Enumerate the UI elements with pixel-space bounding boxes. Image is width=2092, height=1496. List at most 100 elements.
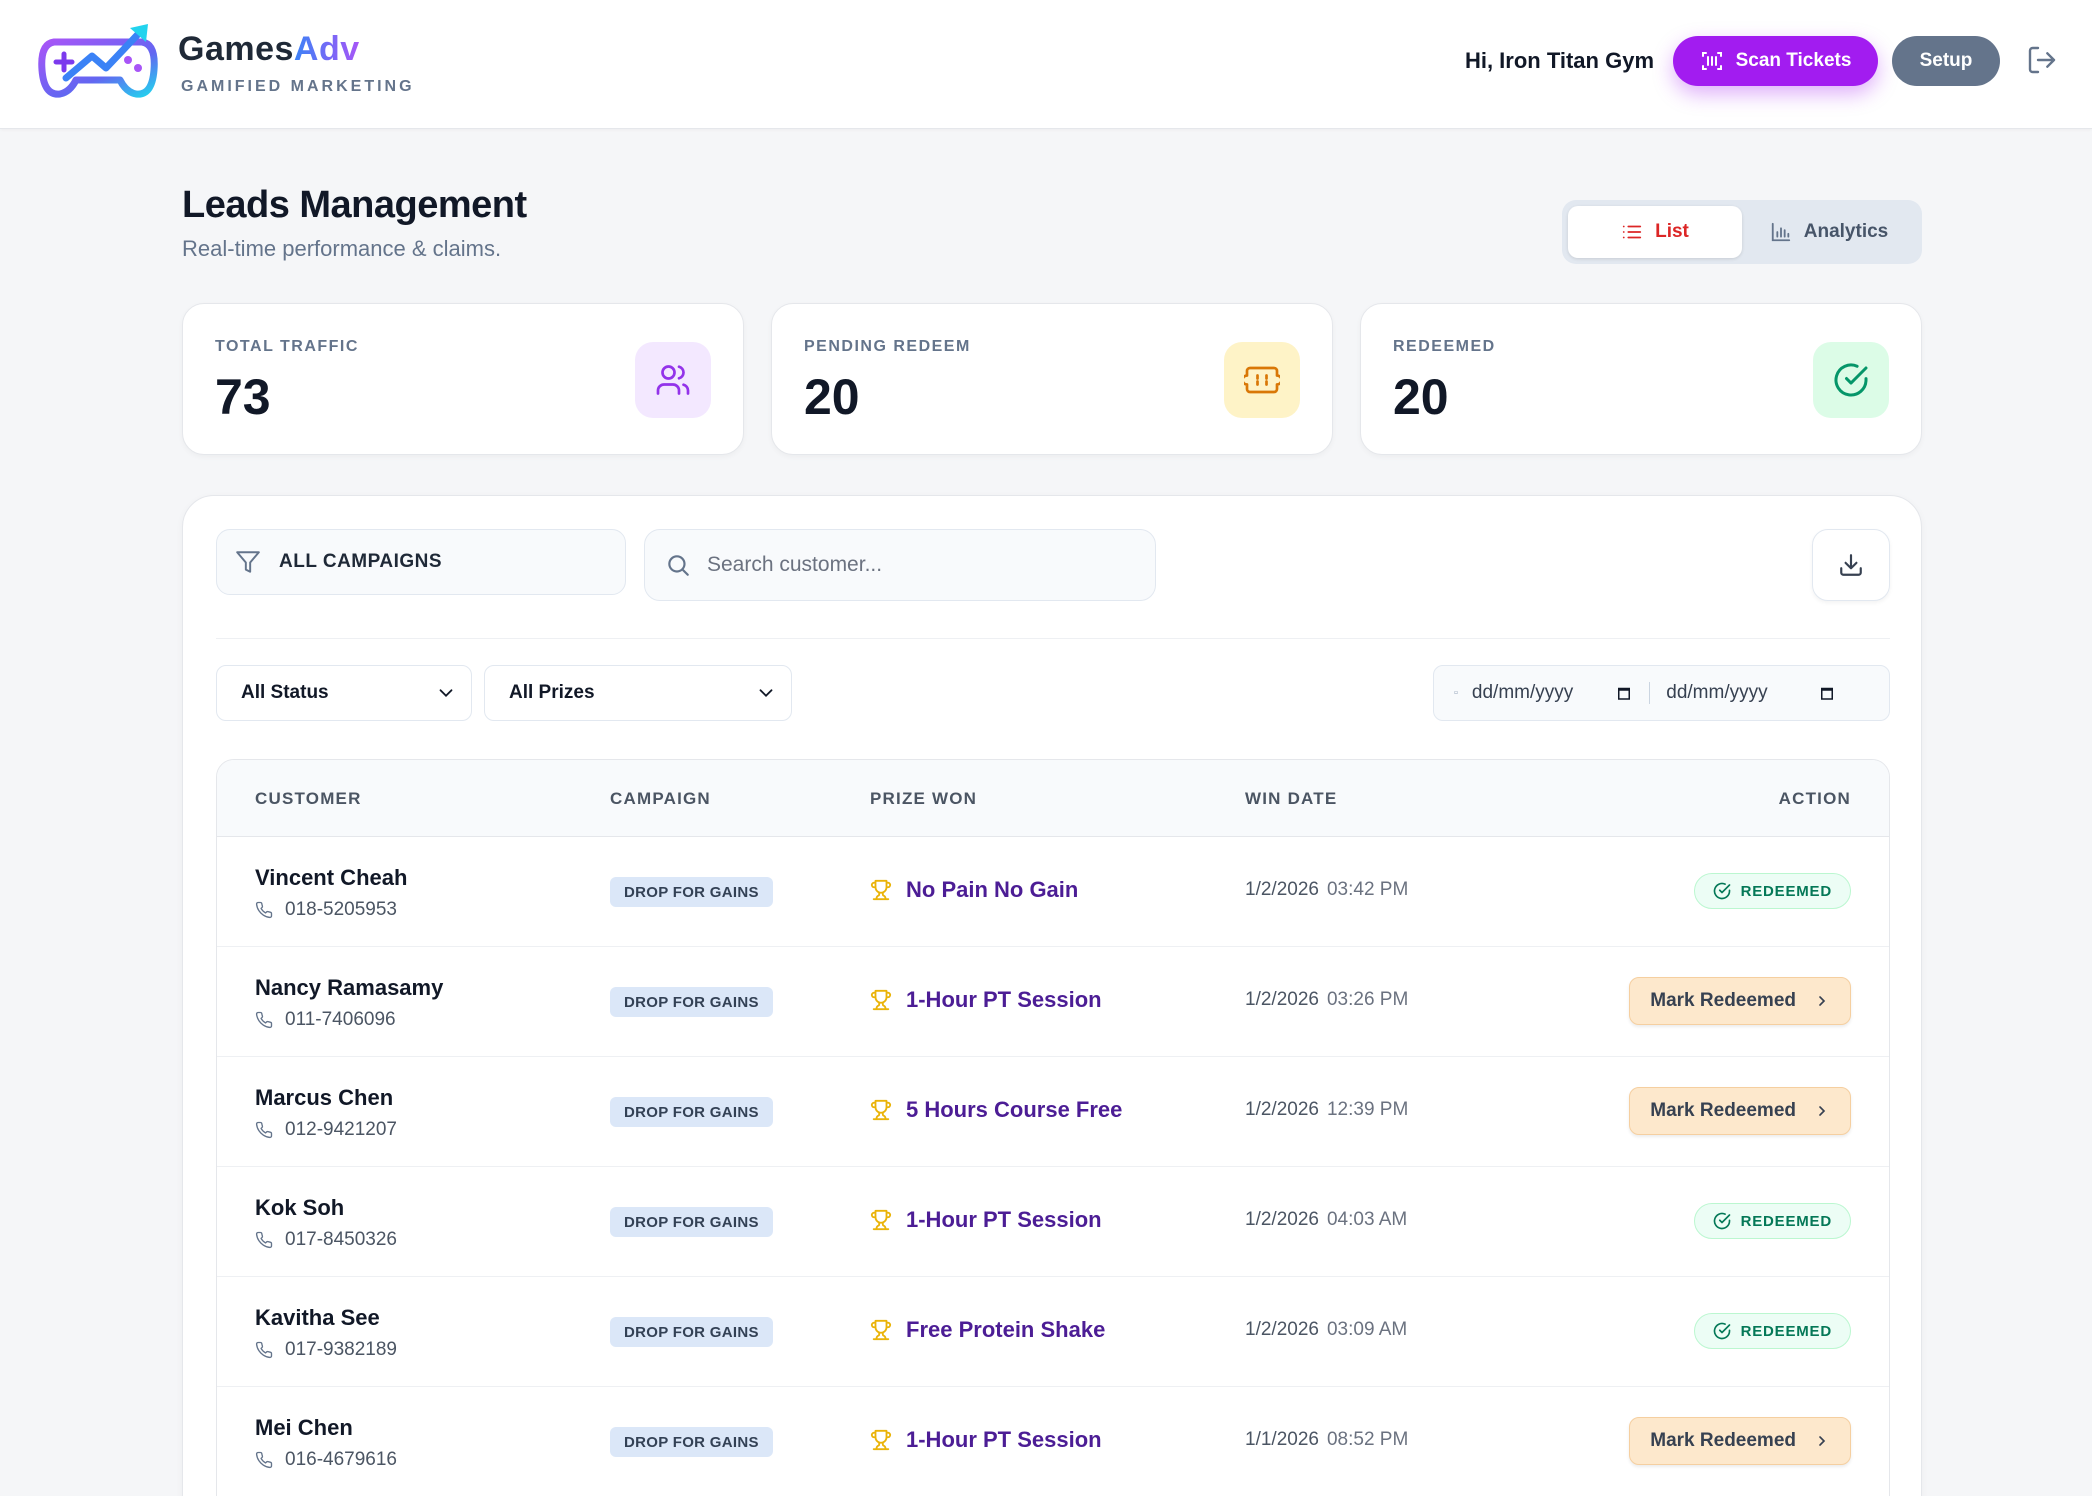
col-action: ACTION [1778, 789, 1851, 808]
col-win-date: WIN DATE [1245, 789, 1338, 808]
ticket-icon [1224, 342, 1300, 418]
download-button[interactable] [1812, 529, 1890, 601]
leads-table: CUSTOMER CAMPAIGN PRIZE WON WIN DATE ACT… [216, 759, 1890, 1496]
mark-redeemed-button[interactable]: Mark Redeemed [1629, 1417, 1851, 1465]
status-select[interactable]: All Status [216, 665, 472, 721]
table-header: CUSTOMER CAMPAIGN PRIZE WON WIN DATE ACT… [217, 760, 1889, 837]
table-row-4: Kok Soh 017-8450326 DROP FOR GAINS 1-Hou… [217, 1167, 1889, 1277]
col-prize: PRIZE WON [870, 789, 978, 808]
prize-won: 1-Hour PT Session [870, 1207, 1102, 1233]
customer-phone: 018-5205953 [255, 899, 397, 921]
check-circle-icon [1713, 882, 1730, 900]
barcode-scan-icon [1701, 52, 1722, 70]
campaign-badge: DROP FOR GAINS [610, 877, 773, 907]
campaign-badge: DROP FOR GAINS [610, 1427, 773, 1457]
customer-phone: 017-8450326 [255, 1229, 397, 1251]
stat-value: 20 [1393, 369, 1449, 425]
win-date: 1/2/2026 03:09 AM [1245, 1319, 1408, 1340]
redeemed-badge: REDEEMED [1693, 1313, 1851, 1349]
phone-icon [255, 1341, 273, 1359]
date-to-input[interactable]: dd/mm/yyyy [1666, 682, 1835, 704]
stat-card-total-traffic: TOTAL TRAFFIC 73 [182, 303, 744, 455]
campaign-badge: DROP FOR GAINS [610, 1317, 773, 1347]
mark-redeemed-button[interactable]: Mark Redeemed [1629, 977, 1851, 1025]
search-icon [668, 555, 689, 576]
stat-card-redeemed: REDEEMED 20 [1360, 303, 1922, 455]
table-row-6: Mei Chen 016-4679616 DROP FOR GAINS 1-Ho… [217, 1387, 1889, 1496]
campaign-badge: DROP FOR GAINS [610, 1207, 773, 1237]
table-row-1: Vincent Cheah 018-5205953 DROP FOR GAINS… [217, 837, 1889, 947]
customer-name: Kavitha See [255, 1305, 380, 1330]
table-row-5: Kavitha See 017-9382189 DROP FOR GAINS F… [217, 1277, 1889, 1387]
calendar-icon [1618, 687, 1631, 700]
customer-phone: 017-9382189 [255, 1339, 397, 1361]
prize-won: 1-Hour PT Session [870, 987, 1102, 1013]
prize-won: Free Protein Shake [870, 1317, 1105, 1343]
download-icon [1840, 554, 1862, 576]
customer-name: Kok Soh [255, 1195, 345, 1220]
prize-won: No Pain No Gain [870, 877, 1078, 903]
brand-tagline: GAMIFIED MARKETING [181, 78, 415, 95]
chevron-down-icon [439, 689, 453, 698]
win-date: 1/2/2026 03:42 PM [1245, 879, 1409, 900]
campaign-badge: DROP FOR GAINS [610, 1097, 773, 1127]
prize-select[interactable]: All Prizes [484, 665, 792, 721]
campaign-badge: DROP FOR GAINS [610, 987, 773, 1017]
page-title: Leads Management [182, 184, 527, 226]
win-date: 1/2/2026 04:03 AM [1245, 1209, 1408, 1230]
chevron-right-icon [1819, 1106, 1826, 1116]
user-greeting: Hi, Iron Titan Gym [1464, 48, 1654, 73]
table-body: Vincent Cheah 018-5205953 DROP FOR GAINS… [217, 837, 1889, 1496]
phone-icon [255, 901, 273, 919]
chevron-right-icon [1819, 996, 1826, 1006]
search-input[interactable] [707, 553, 1127, 577]
win-date: 1/2/2026 12:39 PM [1245, 1099, 1409, 1120]
check-circle-icon [1713, 1322, 1730, 1340]
col-campaign: CAMPAIGN [610, 789, 711, 808]
stat-label: PENDING REDEEM [804, 338, 971, 355]
logout-icon[interactable] [2026, 44, 2058, 76]
users-icon [635, 342, 711, 418]
brand-name: GamesAdv [178, 30, 360, 68]
chevron-down-icon [759, 689, 773, 698]
trophy-icon [870, 879, 892, 901]
customer-phone: 011-7406096 [255, 1009, 396, 1031]
tab-analytics[interactable]: Analytics [1742, 206, 1916, 258]
prize-won: 5 Hours Course Free [870, 1097, 1122, 1123]
table-row-2: Nancy Ramasamy 011-7406096 DROP FOR GAIN… [217, 947, 1889, 1057]
check-circle-icon [1813, 342, 1889, 418]
search-box [644, 529, 1156, 601]
chevron-right-icon [1819, 1436, 1826, 1446]
date-separator [1649, 682, 1651, 704]
phone-icon [255, 1231, 273, 1249]
date-range: ▫ dd/mm/yyyy dd/mm/yyyy [1433, 665, 1890, 721]
stat-card-pending-redeem: PENDING REDEEM 20 [771, 303, 1333, 455]
redeemed-badge: REDEEMED [1693, 1203, 1851, 1239]
phone-icon [255, 1121, 273, 1139]
table-row-3: Marcus Chen 012-9421207 DROP FOR GAINS 5… [217, 1057, 1889, 1167]
page-subtitle: Real-time performance & claims. [182, 236, 502, 261]
scan-tickets-button[interactable]: Scan Tickets [1673, 36, 1878, 86]
view-toggle: List Analytics [1562, 200, 1922, 264]
mark-redeemed-button[interactable]: Mark Redeemed [1629, 1087, 1851, 1135]
customer-name: Marcus Chen [255, 1085, 394, 1110]
divider [216, 638, 1890, 639]
calendar-small-icon: ▫ [1454, 687, 1458, 699]
date-from-input[interactable]: ▫ dd/mm/yyyy [1454, 682, 1633, 704]
gamepad-logo-icon [38, 24, 158, 98]
setup-button[interactable]: Setup [1892, 36, 2000, 86]
tab-list[interactable]: List [1568, 206, 1742, 258]
stat-value: 20 [804, 369, 860, 425]
phone-icon [255, 1451, 273, 1469]
trophy-icon [870, 989, 892, 1011]
customer-name: Nancy Ramasamy [255, 975, 444, 1000]
list-icon [1622, 225, 1642, 239]
customer-phone: 016-4679616 [255, 1449, 397, 1471]
trophy-icon [870, 1099, 892, 1121]
top-bar: GamesAdv GAMIFIED MARKETING Hi, Iron Tit… [0, 0, 2092, 129]
campaign-filter[interactable]: ALL CAMPAIGNS [216, 529, 626, 595]
col-customer: CUSTOMER [255, 789, 362, 808]
stat-value: 73 [215, 369, 271, 425]
redeemed-badge: REDEEMED [1693, 873, 1851, 909]
trophy-icon [870, 1209, 892, 1231]
